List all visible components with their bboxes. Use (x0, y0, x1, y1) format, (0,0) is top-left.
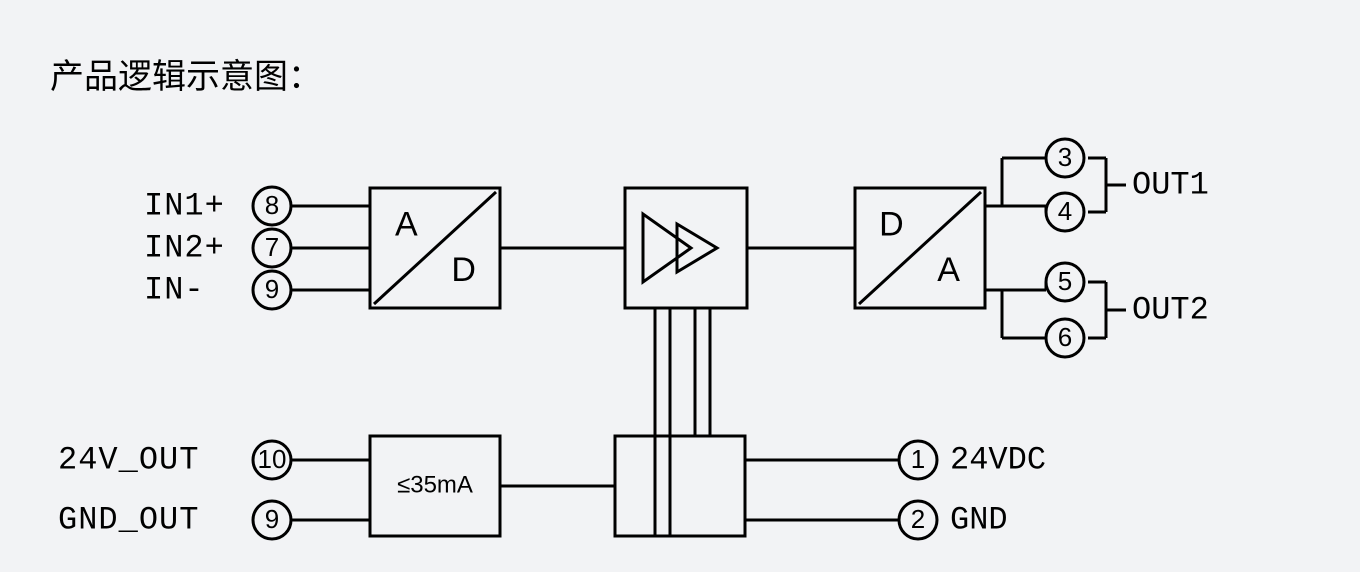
svg-text:9: 9 (265, 504, 279, 534)
svg-text:D: D (879, 205, 904, 243)
svg-text:5: 5 (1058, 266, 1072, 296)
svg-text:8: 8 (265, 190, 279, 220)
svg-text:A: A (395, 205, 418, 243)
logic-diagram-svg: 产品逻辑示意图：ADDA≤35mAIN1+8IN2+7IN-924V_OUT10… (0, 0, 1360, 572)
svg-text:24V_OUT: 24V_OUT (58, 441, 199, 478)
svg-text:≤35mA: ≤35mA (397, 471, 473, 498)
diagram-canvas: 产品逻辑示意图：ADDA≤35mAIN1+8IN2+7IN-924V_OUT10… (0, 0, 1360, 572)
svg-text:24VDC: 24VDC (950, 441, 1046, 478)
svg-text:GND: GND (950, 501, 1008, 538)
svg-text:IN-: IN- (144, 271, 205, 308)
svg-text:A: A (937, 251, 960, 289)
svg-text:4: 4 (1058, 196, 1072, 226)
svg-text:IN1+: IN1+ (144, 187, 225, 224)
svg-text:产品逻辑示意图：: 产品逻辑示意图： (50, 58, 322, 96)
svg-text:IN2+: IN2+ (144, 229, 225, 266)
svg-text:GND_OUT: GND_OUT (58, 501, 199, 538)
svg-text:OUT1: OUT1 (1132, 166, 1209, 203)
svg-text:D: D (451, 251, 476, 289)
svg-text:2: 2 (911, 504, 925, 534)
svg-text:9: 9 (265, 274, 279, 304)
svg-text:10: 10 (258, 444, 287, 474)
svg-text:3: 3 (1058, 142, 1072, 172)
svg-text:7: 7 (265, 232, 279, 262)
svg-text:OUT2: OUT2 (1132, 291, 1209, 328)
svg-text:6: 6 (1058, 322, 1072, 352)
svg-text:1: 1 (911, 444, 925, 474)
